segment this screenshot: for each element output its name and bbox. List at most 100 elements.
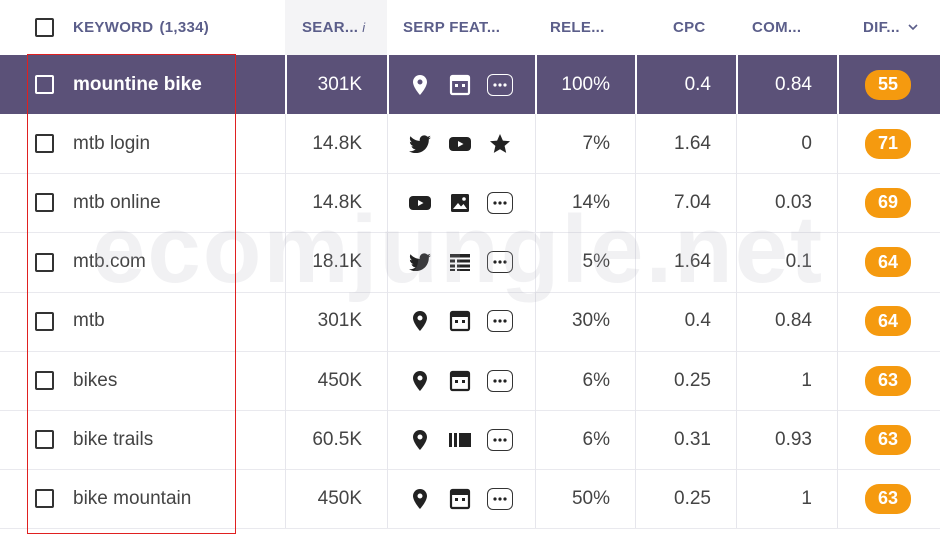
row-checkbox[interactable]	[35, 193, 54, 213]
column-divider	[387, 351, 388, 410]
table-row[interactable]: mtb 301K 30% 0.4 0.84 64	[0, 291, 940, 352]
relevance-cell: 14%	[535, 173, 635, 232]
keyword-text[interactable]: bikes	[73, 369, 118, 391]
column-divider	[635, 410, 636, 470]
competition-value: 0.84	[775, 73, 812, 95]
difficulty-badge: 69	[865, 187, 911, 218]
header-competition[interactable]: COM...	[736, 0, 837, 55]
row-checkbox[interactable]	[35, 75, 54, 94]
row-checkbox[interactable]	[35, 311, 54, 331]
difficulty-cell: 69	[837, 173, 940, 232]
youtube-icon	[447, 131, 473, 157]
header-search-volume-label: SEAR...	[302, 19, 359, 36]
more-icon[interactable]	[487, 369, 513, 392]
cpc-value: 0.25	[674, 369, 711, 391]
difficulty-cell: 64	[837, 233, 940, 292]
more-icon[interactable]	[487, 73, 513, 96]
row-checkbox[interactable]	[35, 489, 54, 509]
more-icon[interactable]	[487, 191, 513, 214]
table-row[interactable]: mtb login 14.8K 7% 1.64 0 71	[0, 114, 940, 175]
row-checkbox[interactable]	[35, 371, 54, 390]
search-volume-cell: 14.8K	[285, 173, 387, 232]
web-window-icon	[447, 368, 473, 394]
search-volume-cell: 450K	[285, 351, 387, 410]
column-divider	[387, 114, 388, 174]
table-row[interactable]: bike trails 60.5K 6% 0.31 0.93 63	[0, 410, 940, 471]
row-checkbox[interactable]	[35, 430, 54, 450]
more-icon[interactable]	[487, 487, 513, 510]
column-divider	[736, 55, 738, 114]
twitter-icon	[407, 131, 433, 157]
keyword-text[interactable]: bike mountain	[73, 487, 192, 509]
difficulty-cell: 71	[837, 114, 940, 173]
difficulty-cell: 63	[837, 351, 940, 410]
row-checkbox[interactable]	[35, 252, 54, 272]
select-all-checkbox[interactable]	[35, 18, 54, 37]
relevance-cell: 7%	[535, 114, 635, 173]
keyword-cell: mtb online	[0, 173, 285, 232]
column-divider	[387, 410, 388, 470]
competition-value: 1	[801, 487, 812, 509]
header-search-volume[interactable]: SEAR... i	[285, 0, 387, 55]
competition-cell: 0.03	[736, 173, 837, 232]
column-divider	[285, 232, 286, 292]
keyword-text[interactable]: mtb.com	[73, 251, 146, 273]
search-volume-cell: 301K	[285, 55, 387, 114]
column-divider	[387, 291, 388, 351]
row-checkbox[interactable]	[35, 134, 54, 154]
column-divider	[635, 291, 636, 351]
keyword-text[interactable]: mtb online	[73, 191, 161, 213]
column-divider	[837, 351, 838, 410]
search-volume-cell: 18.1K	[285, 233, 387, 292]
header-cpc[interactable]: CPC	[635, 0, 736, 55]
keyword-text[interactable]: bike trails	[73, 428, 154, 450]
difficulty-badge: 64	[865, 306, 911, 337]
search-volume-value: 18.1K	[312, 251, 362, 273]
serp-features-cell	[387, 410, 535, 469]
column-divider	[285, 469, 286, 529]
competition-cell: 0.84	[736, 55, 837, 114]
column-divider	[736, 469, 737, 529]
cpc-cell: 0.25	[635, 469, 736, 528]
more-icon[interactable]	[487, 310, 513, 333]
table-row[interactable]: bikes 450K 6% 0.25 1 63	[0, 351, 940, 411]
competition-value: 0.03	[775, 191, 812, 213]
header-keyword[interactable]: KEYWORD (1,334)	[0, 0, 285, 55]
table-row[interactable]: mountine bike 301K 100% 0.4 0.84 55	[0, 55, 940, 114]
serp-features-cell	[387, 173, 535, 232]
column-divider	[837, 410, 838, 470]
serp-features-cell	[387, 351, 535, 410]
info-icon[interactable]: i	[362, 20, 366, 35]
keyword-text[interactable]: mountine bike	[73, 73, 202, 95]
keyword-cell: mtb.com	[0, 233, 285, 292]
relevance-value: 14%	[571, 191, 610, 213]
column-divider	[285, 351, 286, 410]
table-row[interactable]: mtb online 14.8K 14% 7.04 0.03 69	[0, 173, 940, 234]
column-divider	[535, 351, 536, 410]
relevance-cell: 6%	[535, 351, 635, 410]
header-serp-features[interactable]: SERP FEAT...	[387, 0, 535, 55]
relevance-value: 6%	[582, 369, 610, 391]
location-pin-icon	[407, 368, 433, 394]
keyword-text[interactable]: mtb login	[73, 132, 151, 154]
keyword-cell: bike trails	[0, 410, 285, 469]
keyword-text[interactable]: mtb	[73, 310, 105, 332]
table-row[interactable]: mtb.com 18.1K 5% 1.64 0.1 64	[0, 232, 940, 293]
column-divider	[736, 410, 737, 470]
more-icon[interactable]	[487, 428, 513, 451]
keyword-cell: bikes	[0, 351, 285, 410]
header-keyword-label: KEYWORD	[73, 19, 154, 36]
table-row[interactable]: bike mountain 450K 50% 0.25 1 63	[0, 469, 940, 530]
difficulty-badge: 64	[865, 247, 911, 278]
competition-value: 0	[801, 132, 812, 154]
header-difficulty[interactable]: DIF...	[837, 0, 940, 55]
column-divider	[736, 114, 737, 174]
competition-value: 0.1	[785, 251, 812, 273]
search-volume-value: 450K	[317, 487, 362, 509]
difficulty-badge: 55	[865, 69, 911, 100]
cpc-cell: 7.04	[635, 173, 736, 232]
header-relevance[interactable]: RELE...	[535, 0, 635, 55]
column-divider	[837, 55, 839, 114]
chevron-down-icon[interactable]	[908, 24, 918, 31]
more-icon[interactable]	[487, 251, 513, 274]
